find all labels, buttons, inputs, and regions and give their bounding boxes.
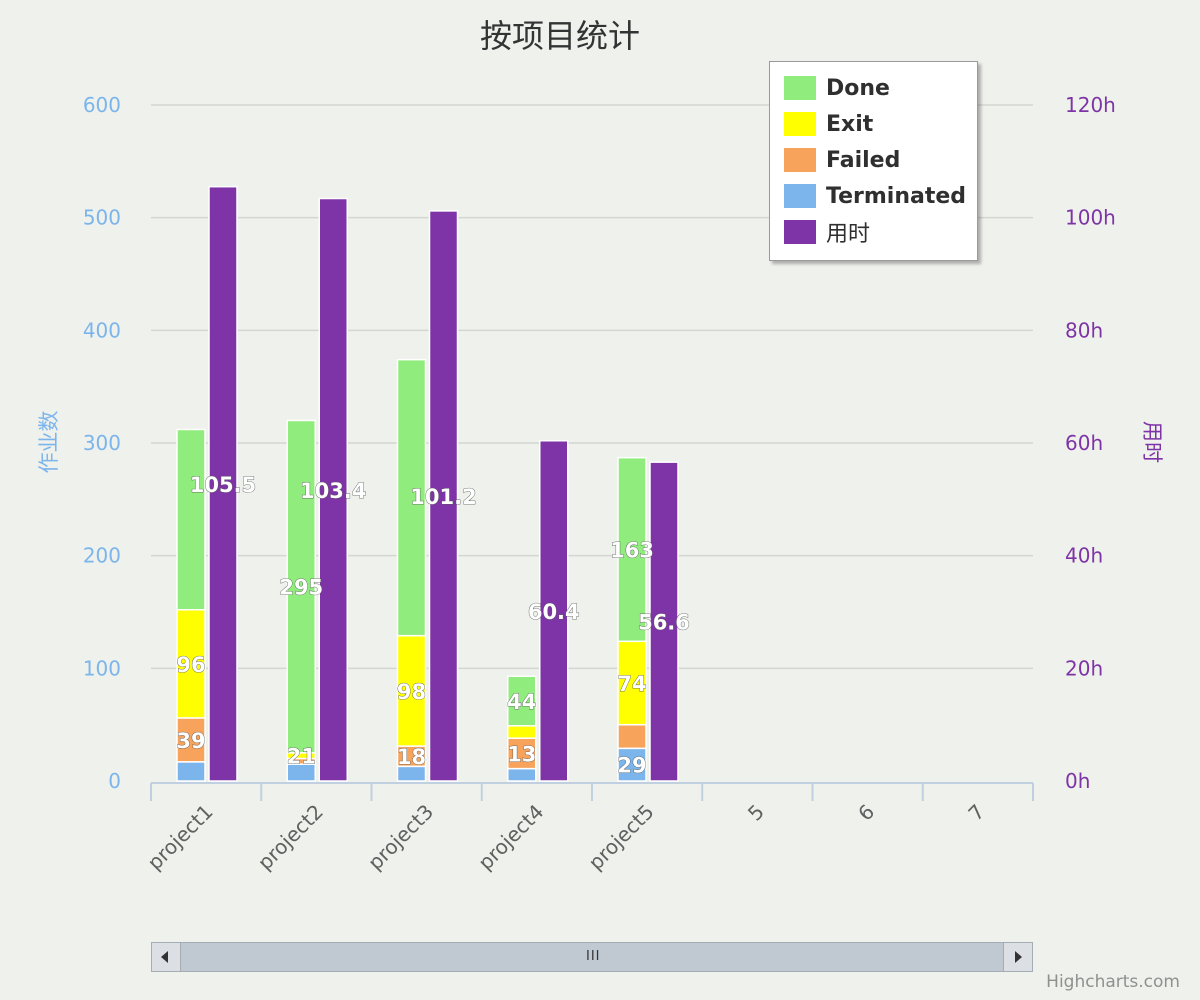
y-left-tick-label: 300: [83, 431, 121, 455]
y-axis-right-title: 用时: [1140, 421, 1164, 463]
data-label: 18: [397, 745, 426, 769]
legend-label-done: Done: [826, 75, 890, 101]
y-right-tick-label: 40h: [1065, 544, 1103, 568]
data-label: 13: [507, 742, 536, 766]
bar-time[interactable]: [318, 197, 348, 782]
legend-item-terminated[interactable]: Terminated: [784, 181, 966, 211]
y-right-tick-label: 0h: [1065, 769, 1090, 793]
scrollbar[interactable]: III: [151, 942, 1033, 972]
bar-exit[interactable]: [176, 608, 206, 719]
legend-item-done[interactable]: Done: [784, 73, 890, 103]
legend-swatch-done: [784, 76, 816, 100]
data-label: 56.6: [638, 611, 690, 635]
y-left-tick-label: 400: [83, 318, 121, 342]
bar-done[interactable]: [286, 419, 316, 754]
scrollbar-grip[interactable]: III: [586, 949, 601, 964]
y-right-tick-label: 80h: [1065, 318, 1103, 342]
legend-label-terminated: Terminated: [826, 183, 967, 209]
data-label: 96: [176, 653, 205, 677]
data-label: 39: [176, 729, 205, 753]
bar-time[interactable]: [649, 461, 679, 782]
x-tick-label: 6: [853, 800, 879, 826]
bar-done[interactable]: [176, 428, 206, 611]
y-right-tick-label: 100h: [1065, 206, 1116, 230]
data-label: 98: [397, 680, 426, 704]
x-tick-label: project4: [473, 800, 548, 875]
chart-title: 按项目统计: [480, 17, 640, 55]
data-label: 21: [287, 745, 316, 769]
y-right-tick-label: 20h: [1065, 656, 1103, 680]
y-right-tick-label: 60h: [1065, 431, 1103, 455]
bar-time[interactable]: [208, 185, 238, 782]
bar-done[interactable]: [617, 456, 647, 643]
bar-terminated[interactable]: [507, 767, 537, 782]
x-tick-label: project2: [253, 800, 328, 875]
legend-item-exit[interactable]: Exit: [784, 109, 873, 139]
data-label: 295: [279, 576, 323, 600]
data-label: 101.2: [410, 485, 476, 509]
bar-exit[interactable]: [507, 725, 537, 739]
y-left-tick-label: 600: [83, 93, 121, 117]
bar-terminated[interactable]: [617, 747, 647, 782]
data-label: 163: [610, 538, 654, 562]
bar-failed[interactable]: [507, 737, 537, 770]
arrow-left-icon: [161, 951, 168, 963]
y-axis-left-title: 作业数: [37, 411, 61, 474]
scroll-left-button[interactable]: [152, 943, 181, 971]
data-labels: 39 96 105.5 21 295 103.4 18 98 101.2 13 44 60.4 29 74…: [176, 472, 690, 778]
bar-time[interactable]: [539, 439, 569, 782]
data-label: 103.4: [300, 479, 366, 503]
legend-swatch-exit: [784, 112, 816, 136]
y-left-tick-label: 0: [108, 769, 121, 793]
bar-done[interactable]: [396, 358, 427, 637]
legend-label-exit: Exit: [826, 111, 874, 137]
bar-failed[interactable]: [617, 723, 647, 750]
y-left-tick-label: 500: [83, 206, 121, 230]
legend-swatch-failed: [784, 148, 816, 172]
bar-terminated[interactable]: [176, 761, 206, 782]
data-label: 29: [617, 754, 646, 778]
legend-item-failed[interactable]: Failed: [784, 145, 900, 175]
bars: [176, 185, 679, 782]
x-tick-label: 7: [963, 800, 989, 826]
y-left-tick-label: 100: [83, 656, 121, 680]
legend-label-time: 用时: [826, 222, 871, 247]
bar-exit[interactable]: [396, 634, 427, 747]
data-label: 74: [617, 672, 646, 696]
legend-item-time[interactable]: 用时: [784, 217, 870, 247]
y-left-tick-label: 200: [83, 544, 121, 568]
bar-time[interactable]: [428, 210, 459, 782]
data-label: 44: [507, 690, 536, 714]
bar-done[interactable]: [507, 675, 537, 727]
credits-link[interactable]: Highcharts.com: [1046, 972, 1180, 992]
data-label: 105.5: [190, 473, 256, 497]
legend-label-failed: Failed: [826, 147, 901, 173]
x-tick-label: project5: [584, 800, 659, 875]
x-tick-label: project3: [363, 800, 438, 875]
arrow-right-icon: [1015, 951, 1022, 963]
legend-swatch-terminated: [784, 184, 816, 208]
y-right-tick-label: 120h: [1065, 93, 1116, 117]
x-tick-label: project1: [143, 800, 218, 875]
legend-swatch-time: [784, 220, 816, 244]
data-label: 60.4: [528, 600, 580, 624]
legend: Done Exit Failed Terminated 用时: [769, 61, 978, 261]
scroll-right-button[interactable]: [1003, 943, 1032, 971]
x-tick-label: 5: [743, 800, 769, 826]
